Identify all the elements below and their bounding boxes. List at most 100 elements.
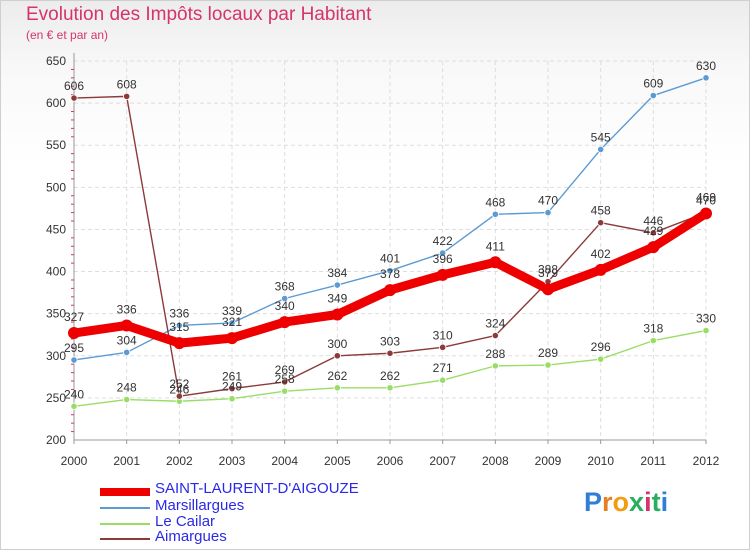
data-label-saint-laurent-d-aigouze: 349 bbox=[327, 292, 347, 306]
y-tick-label: 600 bbox=[46, 96, 66, 110]
data-label-le-cailar: 271 bbox=[433, 361, 453, 375]
y-tick-label: 500 bbox=[46, 180, 66, 194]
x-tick-label: 2004 bbox=[271, 454, 298, 468]
data-label-marsillargues: 545 bbox=[591, 130, 611, 144]
y-tick-label: 200 bbox=[46, 433, 66, 447]
data-point-marsillargues bbox=[649, 91, 657, 100]
legend-item-marsillargues: Marsillargues bbox=[100, 497, 500, 516]
data-point-marsillargues bbox=[439, 249, 447, 257]
data-label-marsillargues: 295 bbox=[64, 341, 84, 355]
data-point-saint-laurent-d-aigouze bbox=[542, 283, 554, 296]
data-point-saint-laurent-d-aigouze bbox=[173, 337, 186, 350]
proxiti-logo-letter: x bbox=[629, 487, 645, 517]
data-label-aimargues: 269 bbox=[275, 363, 295, 377]
data-point-saint-laurent-d-aigouze bbox=[120, 319, 133, 332]
data-point-aimargues bbox=[386, 349, 394, 357]
data-label-marsillargues: 630 bbox=[696, 59, 716, 73]
data-point-saint-laurent-d-aigouze bbox=[436, 268, 449, 281]
data-point-marsillargues bbox=[123, 348, 131, 357]
chart-subtitle: (en € et par an) bbox=[26, 28, 109, 42]
data-point-le-cailar bbox=[439, 376, 447, 384]
data-label-saint-laurent-d-aigouze: 402 bbox=[591, 247, 611, 261]
data-label-aimargues: 300 bbox=[327, 337, 347, 351]
data-label-aimargues: 310 bbox=[433, 328, 453, 342]
data-point-aimargues bbox=[597, 219, 605, 227]
data-label-aimargues: 606 bbox=[64, 79, 84, 93]
data-point-aimargues bbox=[439, 343, 447, 351]
data-label-le-cailar: 248 bbox=[117, 381, 137, 395]
data-label-aimargues: 608 bbox=[117, 77, 137, 91]
data-label-marsillargues: 384 bbox=[327, 266, 347, 280]
legend-swatch-le-cailar bbox=[100, 523, 150, 525]
data-point-le-cailar bbox=[123, 395, 131, 404]
data-point-marsillargues bbox=[228, 319, 236, 327]
x-tick-label: 2005 bbox=[324, 454, 351, 468]
data-point-aimargues bbox=[491, 331, 499, 340]
data-label-marsillargues: 401 bbox=[380, 252, 400, 266]
data-point-marsillargues bbox=[544, 209, 552, 217]
data-labels: 240 248 246 249 258 262 262 271 288 289 296 318 330 2… bbox=[64, 59, 716, 401]
data-label-le-cailar: 246 bbox=[169, 382, 189, 396]
data-label-marsillargues: 609 bbox=[643, 77, 663, 91]
data-point-le-cailar bbox=[70, 402, 78, 410]
data-point-marsillargues bbox=[70, 356, 78, 364]
data-point-le-cailar bbox=[228, 395, 236, 403]
legend-label-le-cailar: Le Cailar bbox=[155, 513, 216, 530]
y-tick-label: 250 bbox=[46, 391, 66, 405]
proxiti-logo-letter: r bbox=[602, 487, 613, 517]
legend-label-aimargues: Aimargues bbox=[155, 528, 227, 545]
data-point-marsillargues bbox=[597, 145, 605, 154]
legend-swatch-aimargues bbox=[100, 538, 150, 540]
x-tick-label: 2008 bbox=[482, 454, 509, 468]
data-label-le-cailar: 296 bbox=[591, 340, 611, 354]
proxiti-logo-letter: P bbox=[584, 487, 603, 517]
data-point-aimargues bbox=[649, 229, 657, 237]
data-point-aimargues bbox=[175, 392, 183, 400]
y-tick-label: 300 bbox=[46, 349, 66, 363]
data-point-aimargues bbox=[70, 94, 78, 102]
x-tick-label: 2009 bbox=[535, 454, 562, 468]
legend-swatch-saint-laurent bbox=[100, 488, 150, 496]
x-tick-label: 2006 bbox=[377, 454, 404, 468]
data-point-le-cailar bbox=[649, 337, 657, 345]
data-label-saint-laurent-d-aigouze: 340 bbox=[275, 299, 295, 313]
data-point-saint-laurent-d-aigouze bbox=[68, 327, 80, 340]
data-label-le-cailar: 288 bbox=[485, 347, 505, 361]
data-point-saint-laurent-d-aigouze bbox=[647, 241, 660, 254]
legend-label-saint-laurent: SAINT-LAURENT-D'AIGOUZE bbox=[155, 480, 359, 497]
data-point-marsillargues bbox=[175, 321, 183, 330]
x-tick-label: 2003 bbox=[219, 454, 246, 468]
data-label-saint-laurent-d-aigouze: 469 bbox=[696, 190, 716, 204]
data-label-le-cailar: 249 bbox=[222, 380, 242, 394]
y-tick-label: 400 bbox=[46, 265, 66, 279]
data-label-aimargues: 470 bbox=[696, 194, 716, 208]
x-tick-labels: 2000 2001 2002 2003 2004 2005 2006 2007 2008 2009… bbox=[61, 454, 720, 468]
proxiti-logo: Proxiti bbox=[584, 487, 668, 518]
axes bbox=[71, 53, 707, 444]
data-point-saint-laurent-d-aigouze bbox=[384, 284, 396, 297]
data-point-le-cailar bbox=[702, 326, 710, 335]
legend-item-saint-laurent: SAINT-LAURENT-D'AIGOUZE bbox=[100, 480, 500, 499]
data-label-saint-laurent-d-aigouze: 429 bbox=[643, 224, 663, 238]
data-label-le-cailar: 262 bbox=[380, 369, 400, 383]
y-tick-label: 550 bbox=[46, 138, 66, 152]
data-label-marsillargues: 336 bbox=[169, 306, 189, 320]
data-label-le-cailar: 258 bbox=[275, 372, 295, 386]
data-point-marsillargues bbox=[333, 281, 341, 289]
data-label-marsillargues: 339 bbox=[222, 304, 242, 318]
data-label-marsillargues: 368 bbox=[275, 280, 295, 294]
legend-swatch-marsillargues bbox=[100, 507, 150, 509]
data-point-le-cailar bbox=[544, 361, 552, 369]
data-point-aimargues bbox=[228, 385, 236, 393]
x-tick-label: 2010 bbox=[587, 454, 614, 468]
x-tick-label: 2011 bbox=[640, 454, 666, 468]
data-label-aimargues: 446 bbox=[643, 214, 663, 228]
data-point-marsillargues bbox=[281, 294, 289, 303]
data-label-saint-laurent-d-aigouze: 315 bbox=[169, 320, 189, 334]
data-label-le-cailar: 318 bbox=[643, 322, 663, 336]
legend-item-le-cailar: Le Cailar bbox=[100, 513, 500, 532]
x-tick-label: 2000 bbox=[61, 454, 88, 468]
data-label-aimargues: 388 bbox=[538, 263, 558, 277]
legend-item-aimargues: Aimargues bbox=[100, 528, 500, 547]
